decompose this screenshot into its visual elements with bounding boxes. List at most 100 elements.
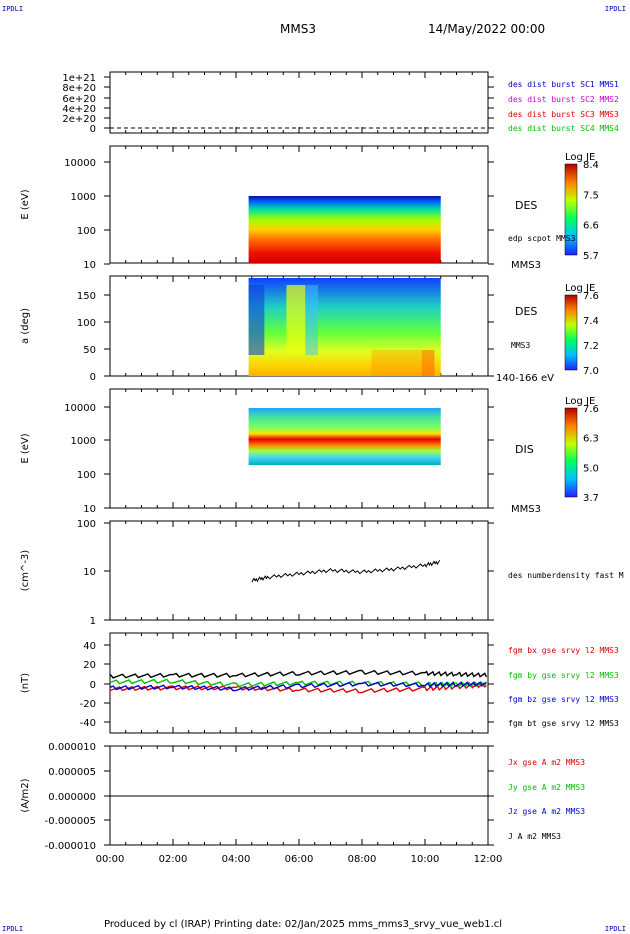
corner-label-tl: IPDLI: [2, 5, 24, 13]
corner-label-bl: IPDLI: [2, 925, 24, 933]
y-axis-label: (cm^-3): [20, 550, 31, 591]
y-tick-label: 10000: [64, 403, 96, 414]
y-tick-label: 0.000010: [48, 742, 96, 753]
des-energy-spectrogram: [248, 196, 441, 263]
y-tick-label: 0.000005: [48, 767, 96, 778]
y-tick-label: 8e+20: [62, 83, 96, 94]
panel-bottom-label: 140-166 eV: [496, 373, 554, 384]
y-tick-label: 10000: [64, 158, 96, 169]
panel-bottom-label: MMS3: [511, 260, 541, 271]
y-axis-label: a (deg): [20, 308, 31, 344]
y-tick-label: 100: [77, 226, 96, 237]
legend-entry: des numberdensity fast M: [508, 571, 624, 580]
y-tick-label: 10: [83, 504, 96, 515]
y-tick-label: 1e+21: [62, 73, 96, 84]
y-tick-label: 150: [77, 291, 96, 302]
panel-sub-label: MMS3: [511, 341, 530, 350]
legend-entry: Jx gse A m2 MMS3: [508, 758, 585, 767]
pitch-angle-band: [305, 285, 318, 355]
y-axis-label: E (eV): [20, 433, 31, 463]
y-tick-label: -40: [80, 718, 96, 729]
y-tick-label: 0.000000: [48, 792, 96, 803]
panel-sub-label: edp scpot MMS3: [508, 234, 576, 243]
legend-entry: des dist burst SC3 MMS3: [508, 110, 619, 119]
colorbar: [564, 294, 578, 371]
x-tick-label: 04:00: [222, 854, 251, 865]
y-axis-label: E (eV): [20, 189, 31, 219]
y-tick-label: 100: [77, 519, 96, 530]
y-tick-label: 50: [83, 345, 96, 356]
panel-frame-4: [109, 520, 489, 621]
footer-text: Produced by cl (IRAP) Printing date: 02/…: [104, 919, 503, 930]
y-axis-label: (A/m2): [20, 778, 31, 812]
x-tick-label: 02:00: [159, 854, 188, 865]
colorbar-tick-label: 7.0: [583, 366, 599, 377]
y-tick-label: 2e+20: [62, 114, 96, 125]
x-tick-label: 08:00: [348, 854, 377, 865]
pitch-angle-band: [286, 285, 306, 355]
y-tick-label: 0: [90, 124, 96, 135]
pitch-angle-band: [421, 350, 435, 376]
colorbar-tick-label: 7.6: [583, 291, 599, 302]
legend-entry: fgm bt gse srvy l2 MMS3: [508, 719, 619, 728]
panel-frame-0: [109, 71, 489, 134]
legend-entry: fgm bx gse srvy l2 MMS3: [508, 646, 619, 655]
date-title: 14/May/2022 00:00: [428, 22, 546, 36]
y-tick-label: 1: [90, 616, 96, 627]
colorbar-title: Log JE: [565, 396, 595, 407]
y-tick-label: 40: [83, 641, 96, 652]
colorbar-tick-label: 6.6: [583, 221, 599, 232]
legend-entry: fgm bz gse srvy l2 MMS3: [508, 695, 619, 704]
colorbar-tick-label: 7.5: [583, 190, 599, 201]
x-tick-label: 12:00: [474, 854, 503, 865]
colorbar-tick-label: 7.2: [583, 341, 599, 352]
dis-energy-spectrogram: [248, 408, 441, 465]
y-tick-label: 1000: [71, 436, 96, 447]
colorbar-tick-label: 5.7: [583, 251, 599, 262]
legend-entry: des dist burst SC1 MMS1: [508, 80, 619, 89]
legend-entry: Jy gse A m2 MMS3: [508, 783, 585, 792]
legend-entry: fgm by gse srvy l2 MMS3: [508, 671, 619, 680]
panel-instrument-label: DIS: [515, 443, 534, 456]
legend-entry: des dist burst SC2 MMS2: [508, 95, 619, 104]
y-tick-label: 0: [90, 372, 96, 383]
y-tick-label: 1000: [71, 192, 96, 203]
x-tick-label: 10:00: [411, 854, 440, 865]
y-tick-label: 20: [83, 660, 96, 671]
x-tick-label: 00:00: [96, 854, 125, 865]
colorbar-tick-label: 8.4: [583, 160, 599, 171]
legend-entry: des dist burst SC4 MMS4: [508, 124, 619, 133]
panel-bottom-label: MMS3: [511, 504, 541, 515]
legend-entry: J A m2 MMS3: [508, 832, 561, 841]
pitch-angle-band: [248, 285, 265, 355]
y-tick-label: -0.000010: [45, 841, 96, 852]
y-tick-label: 10: [83, 260, 96, 271]
colorbar-title: Log JE: [565, 283, 595, 294]
magnetic-field-series-line: [109, 669, 488, 679]
density-series-line: [251, 559, 441, 583]
panel-instrument-label: DES: [515, 199, 537, 212]
y-tick-label: -20: [80, 699, 96, 710]
colorbar: [564, 163, 578, 256]
y-tick-label: 0: [90, 680, 96, 691]
y-tick-label: 10: [83, 567, 96, 578]
y-tick-label: 6e+20: [62, 94, 96, 105]
colorbar-tick-label: 6.3: [583, 434, 599, 445]
magnetic-field-series-line: [109, 678, 487, 688]
colorbar-tick-label: 7.4: [583, 316, 599, 327]
colorbar-tick-label: 3.7: [583, 493, 599, 504]
colorbar: [564, 407, 578, 498]
x-tick-label: 06:00: [285, 854, 314, 865]
legend-entry: Jz gse A m2 MMS3: [508, 807, 585, 816]
y-tick-label: -0.000005: [45, 816, 96, 827]
pitch-angle-band: [371, 350, 422, 376]
panel-instrument-label: DES: [515, 305, 537, 318]
y-tick-label: 100: [77, 318, 96, 329]
des-pitch-angle-spectrogram: [248, 278, 441, 376]
colorbar-title: Log JE: [565, 152, 595, 163]
y-axis-label: (nT): [20, 673, 31, 693]
corner-label-br: IPDLI: [604, 925, 626, 933]
magnetic-field-series-line: [109, 681, 487, 692]
spacecraft-title: MMS3: [280, 22, 316, 36]
